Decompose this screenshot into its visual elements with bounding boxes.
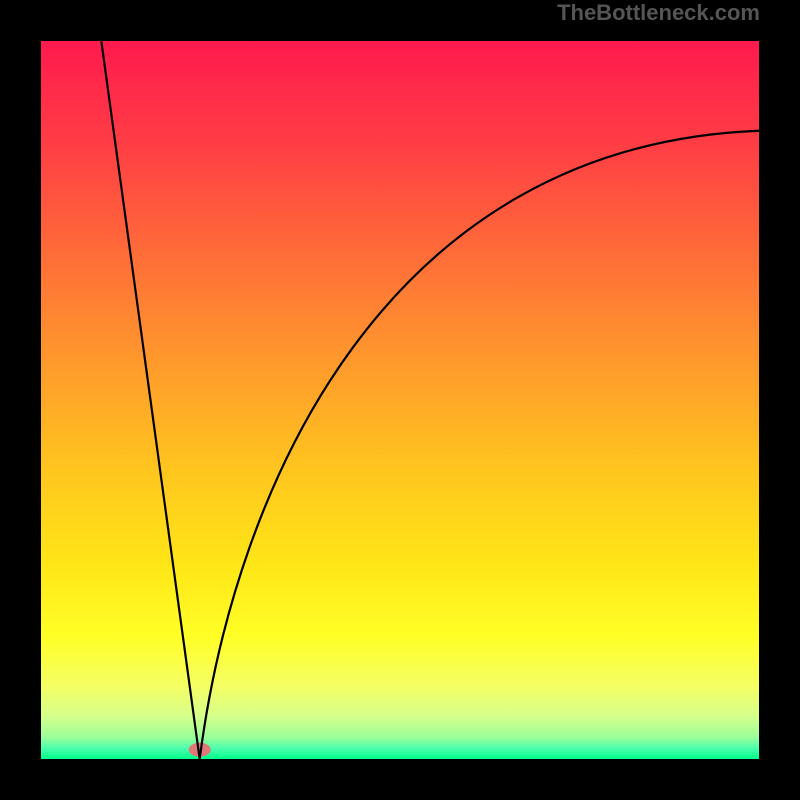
chart-svg xyxy=(41,41,759,759)
plot-area xyxy=(41,41,759,759)
gradient-background xyxy=(41,41,759,759)
chart-container: TheBottleneck.com xyxy=(0,0,800,800)
attribution-text: TheBottleneck.com xyxy=(557,0,760,26)
